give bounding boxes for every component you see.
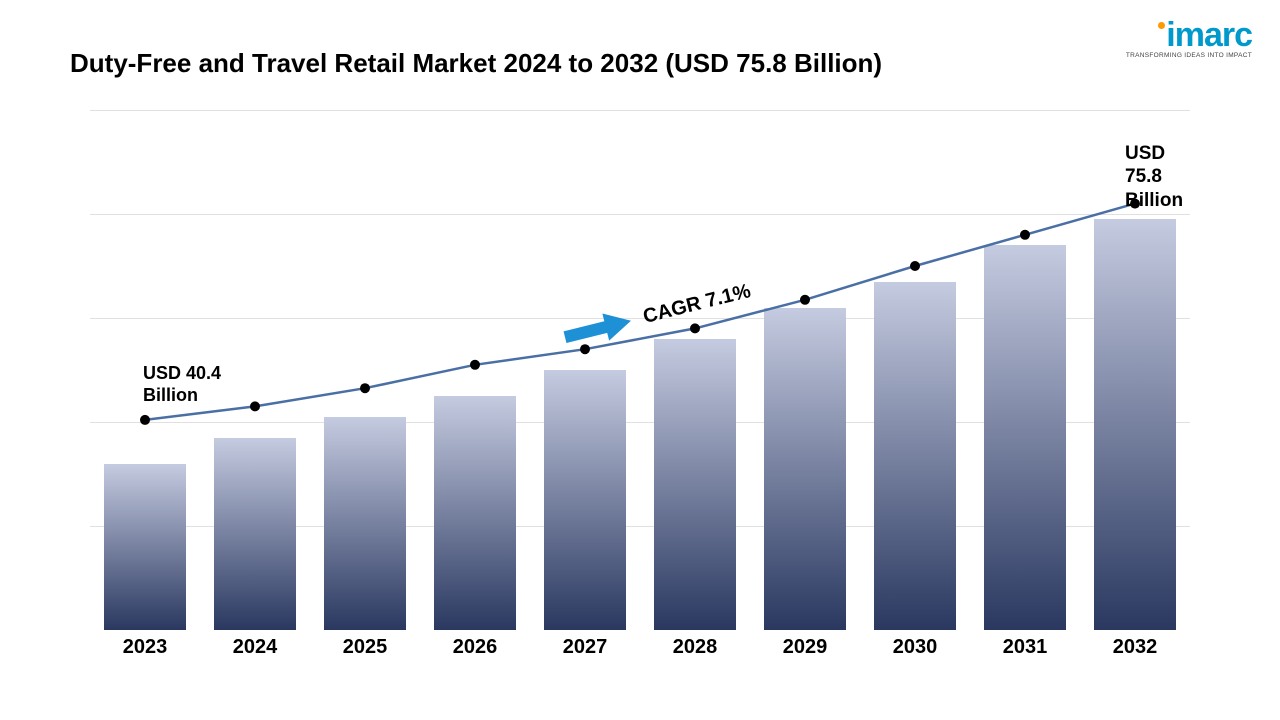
end-callout-value: USD 75.8 bbox=[1125, 143, 1165, 188]
x-axis-label: 2029 bbox=[783, 636, 828, 659]
data-marker bbox=[690, 323, 700, 333]
x-axis-label: 2024 bbox=[233, 636, 278, 659]
arrow-shape bbox=[562, 307, 635, 351]
data-marker bbox=[360, 383, 370, 393]
x-axis-label: 2027 bbox=[563, 636, 608, 659]
chart-area: USD 40.4 Billion USD 75.8 Billion CAGR 7… bbox=[80, 110, 1200, 630]
brand-logo: imarc TRANSFORMING IDEAS INTO IMPACT bbox=[1126, 18, 1252, 59]
data-marker bbox=[1020, 230, 1030, 240]
data-marker bbox=[470, 360, 480, 370]
data-marker bbox=[800, 295, 810, 305]
logo-name: imarc bbox=[1166, 16, 1252, 54]
start-callout-unit: Billion bbox=[143, 385, 198, 405]
x-axis-label: 2026 bbox=[453, 636, 498, 659]
trend-line bbox=[90, 110, 1190, 630]
plot-area: USD 40.4 Billion USD 75.8 Billion CAGR 7… bbox=[90, 110, 1190, 630]
data-marker bbox=[140, 415, 150, 425]
cagr-arrow-icon bbox=[560, 309, 640, 349]
end-callout-unit: Billion bbox=[1125, 190, 1183, 211]
trend-line-path bbox=[145, 204, 1135, 420]
data-marker bbox=[910, 261, 920, 271]
x-axis-label: 2023 bbox=[123, 636, 168, 659]
end-value-callout: USD 75.8 Billion bbox=[1125, 142, 1190, 213]
x-axis-label: 2028 bbox=[673, 636, 718, 659]
data-marker bbox=[250, 401, 260, 411]
start-value-callout: USD 40.4 Billion bbox=[143, 362, 221, 407]
x-axis-label: 2025 bbox=[343, 636, 388, 659]
x-axis-labels: 2023 2024 2025 2026 2027 2028 2029 2030 2031 2032 bbox=[90, 636, 1190, 666]
logo-tagline: TRANSFORMING IDEAS INTO IMPACT bbox=[1126, 52, 1252, 59]
x-axis-label: 2031 bbox=[1003, 636, 1048, 659]
logo-dot-icon bbox=[1158, 22, 1165, 29]
start-callout-value: USD 40.4 bbox=[143, 363, 221, 383]
x-axis-label: 2032 bbox=[1113, 636, 1158, 659]
chart-title: Duty-Free and Travel Retail Market 2024 … bbox=[70, 48, 882, 79]
logo-text: imarc bbox=[1126, 18, 1252, 52]
x-axis-label: 2030 bbox=[893, 636, 938, 659]
